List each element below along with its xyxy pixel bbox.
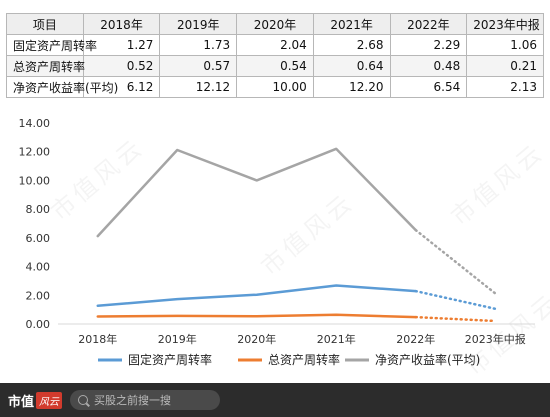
table-header-cell: 2020年 bbox=[236, 13, 314, 35]
footer-bar: 市值 风云 买股之前搜一搜 bbox=[0, 383, 550, 417]
table-cell: 0.21 bbox=[466, 55, 544, 77]
table-row-label: 固定资产周转率 bbox=[6, 34, 97, 56]
table-cell: 0.48 bbox=[389, 55, 468, 77]
y-tick-label: 10.00 bbox=[19, 174, 51, 187]
legend: 固定资产周转率 总资产周转率 净资产收益率(平均) bbox=[98, 352, 480, 367]
series-lines bbox=[96, 147, 497, 323]
brand-mark: 风云 bbox=[36, 391, 63, 409]
table-row-label: 净资产收益率(平均) bbox=[6, 76, 118, 98]
table-row-label: 总资产周转率 bbox=[6, 55, 85, 77]
data-table: 项目 2018年 2019年 2020年 2021年 2022年 2023年中报… bbox=[6, 13, 544, 98]
table-cell: 0.57 bbox=[159, 55, 238, 77]
table-row: 总资产周转率 0.52 0.57 0.54 0.64 0.48 0.21 bbox=[6, 55, 544, 77]
series-projection-segment bbox=[414, 315, 497, 323]
table-cell: 12.12 bbox=[159, 76, 238, 98]
table-cell: 0.52 bbox=[82, 55, 161, 77]
series-projection-segment bbox=[414, 228, 497, 295]
table-cell: 2.04 bbox=[236, 34, 314, 56]
x-tick-label: 2022年 bbox=[396, 332, 435, 346]
y-tick-label: 0.00 bbox=[26, 318, 51, 331]
x-tick-label: 2018年 bbox=[78, 332, 117, 346]
table-header-cell: 2019年 bbox=[159, 13, 238, 35]
table-cell: 12.20 bbox=[312, 76, 391, 98]
table-header-cell: 2023年中报 bbox=[466, 13, 544, 35]
series-line bbox=[96, 284, 417, 308]
series-projection-segment bbox=[414, 289, 497, 311]
legend-label: 净资产收益率(平均) bbox=[375, 352, 480, 367]
table-header-cell: 2021年 bbox=[312, 13, 391, 35]
search-icon bbox=[78, 395, 89, 405]
x-tick-label: 2021年 bbox=[317, 332, 356, 346]
y-tick-label: 6.00 bbox=[26, 232, 51, 245]
y-axis-labels: 0.00 2.00 4.00 6.00 8.00 10.00 12.00 14.00 bbox=[19, 117, 51, 331]
y-tick-label: 4.00 bbox=[26, 261, 51, 274]
series-line bbox=[96, 313, 417, 319]
y-tick-label: 8.00 bbox=[26, 203, 51, 216]
x-axis-labels: 2018年 2019年 2020年 2021年 2022年 2023年中报 bbox=[78, 332, 526, 346]
table-cell: 6.54 bbox=[389, 76, 468, 98]
series-line bbox=[96, 147, 417, 238]
table-header-cell: 2018年 bbox=[82, 13, 161, 35]
x-tick-label: 2019年 bbox=[158, 332, 197, 346]
x-tick-label: 2023年中报 bbox=[465, 332, 526, 346]
table-cell: 2.29 bbox=[389, 34, 468, 56]
y-tick-label: 2.00 bbox=[26, 289, 51, 302]
search-placeholder: 买股之前搜一搜 bbox=[94, 394, 172, 407]
search-input[interactable]: 买股之前搜一搜 bbox=[70, 390, 221, 410]
brand-name: 市值 bbox=[8, 394, 35, 410]
table-header-row: 项目 2018年 2019年 2020年 2021年 2022年 2023年中报 bbox=[6, 13, 544, 35]
table-header-cell: 2022年 bbox=[389, 13, 468, 35]
table-cell: 10.00 bbox=[236, 76, 314, 98]
table-cell: 1.06 bbox=[466, 34, 544, 56]
y-tick-label: 14.00 bbox=[19, 117, 51, 130]
table-row: 净资产收益率(平均) 6.12 12.12 10.00 12.20 6.54 2… bbox=[6, 76, 544, 98]
table-cell: 2.68 bbox=[312, 34, 391, 56]
table-cell: 1.73 bbox=[159, 34, 238, 56]
legend-label: 固定资产周转率 bbox=[128, 352, 212, 367]
table-cell: 0.64 bbox=[312, 55, 391, 77]
table-cell: 2.13 bbox=[466, 76, 544, 98]
table-row: 固定资产周转率 1.27 1.73 2.04 2.68 2.29 1.06 bbox=[6, 34, 544, 56]
legend-label: 总资产周转率 bbox=[268, 352, 340, 367]
y-tick-label: 12.00 bbox=[19, 146, 51, 159]
brand-logo[interactable]: 市值 风云 bbox=[8, 391, 63, 410]
line-chart: 0.00 2.00 4.00 6.00 8.00 10.00 12.00 14.00 2018… bbox=[19, 117, 535, 367]
table-corner-label: 项目 bbox=[6, 13, 84, 35]
x-tick-label: 2020年 bbox=[237, 332, 276, 346]
table-cell: 0.54 bbox=[236, 55, 314, 77]
